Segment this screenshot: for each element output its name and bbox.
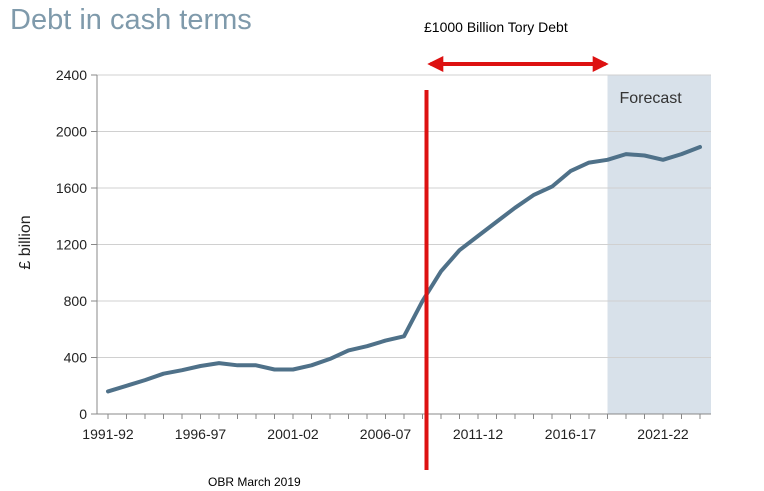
y-tick-label: 0 bbox=[79, 406, 87, 422]
x-tick-label: 1996-97 bbox=[175, 426, 227, 442]
forecast-label: Forecast bbox=[620, 90, 683, 107]
y-tick-label: 2000 bbox=[56, 124, 87, 140]
arrow-annotation-label: £1000 Billion Tory Debt bbox=[424, 19, 568, 35]
y-axis-label: £ billion bbox=[17, 215, 34, 269]
x-tick-label: 2006-07 bbox=[360, 426, 412, 442]
page-title: Debt in cash terms bbox=[10, 4, 252, 36]
x-tick-label: 1991-92 bbox=[82, 426, 134, 442]
x-tick-label: 2011-12 bbox=[453, 426, 504, 442]
debt-series-line bbox=[106, 145, 702, 394]
y-tick-label: 1600 bbox=[56, 180, 87, 196]
x-tick-label: 2021-22 bbox=[637, 426, 689, 442]
y-tick-label: 2400 bbox=[56, 67, 87, 83]
source-note: OBR March 2019 bbox=[208, 475, 301, 489]
y-tick-label: 800 bbox=[64, 293, 88, 309]
y-tick-label: 400 bbox=[64, 350, 88, 366]
x-tick-label: 2016-17 bbox=[545, 426, 597, 442]
x-tick-label: 2001-02 bbox=[267, 426, 319, 442]
y-tick-label: 1200 bbox=[56, 237, 87, 253]
